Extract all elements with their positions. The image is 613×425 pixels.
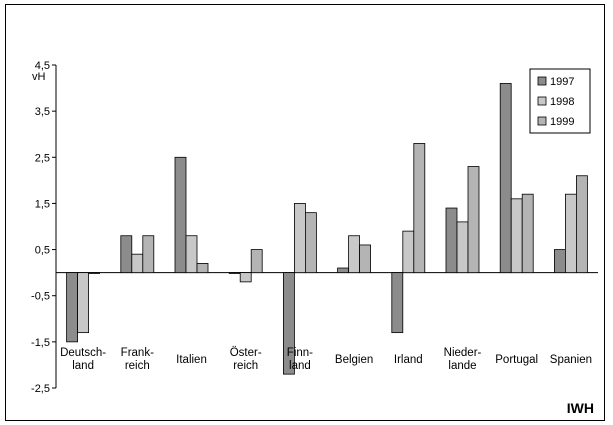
category-label-line: Belgien <box>335 354 373 366</box>
bar <box>239 272 252 283</box>
y-tick-label: 0,5 <box>35 245 50 257</box>
category-label-line: Frank- <box>121 347 154 359</box>
bar <box>131 253 144 274</box>
category-label-line: Öster- <box>230 347 262 359</box>
bar <box>499 83 512 274</box>
category-label: Belgien <box>335 354 373 366</box>
category-label-line: reich <box>125 360 150 372</box>
bar <box>467 166 480 274</box>
category-label: Nieder-lande <box>444 347 482 372</box>
bar <box>456 221 469 274</box>
legend-label: 1998 <box>550 96 574 108</box>
category-label: Frank-reich <box>121 347 154 372</box>
bar <box>88 272 100 274</box>
bar <box>445 207 458 274</box>
y-tick-label: 4,5 <box>35 60 50 72</box>
bar <box>142 235 155 274</box>
bar-chart: -2,5 -1,5 -0,5 0,5 1,5 2,5 3,5 4,5vH Deutsch-lan… <box>31 60 598 395</box>
y-tick-label: 1,5 <box>35 198 50 210</box>
bar <box>359 244 372 274</box>
bar <box>413 143 426 274</box>
y-tick-label: -2,5 <box>31 383 50 395</box>
bar <box>510 198 523 274</box>
category-label: Deutsch-land <box>60 347 106 372</box>
category-label: Portugal <box>495 354 538 366</box>
bar <box>402 230 415 274</box>
bar <box>228 272 241 274</box>
category-label: Öster-reich <box>230 347 262 372</box>
bar <box>196 263 209 274</box>
category-label-line: land <box>289 360 311 372</box>
legend-label: 1999 <box>550 116 574 128</box>
bar <box>337 267 350 274</box>
category-label-line: Portugal <box>495 354 538 366</box>
bar <box>304 212 317 274</box>
legend-swatch <box>537 96 547 106</box>
category-label-line: land <box>72 360 94 372</box>
legend-swatch <box>537 76 547 86</box>
category-label-line: Italien <box>176 354 207 366</box>
bar <box>174 156 187 274</box>
bar <box>348 235 361 274</box>
y-tick-label: 2,5 <box>35 152 50 164</box>
bar <box>77 272 89 334</box>
bar <box>391 272 404 334</box>
bar <box>565 193 577 274</box>
chart-frame: -2,5 -1,5 -0,5 0,5 1,5 2,5 3,5 4,5 vH Deutsch-lan… <box>5 4 605 421</box>
bar <box>576 175 588 274</box>
category-label-line: Finn- <box>287 347 313 359</box>
category-label-line: Nieder- <box>444 347 482 359</box>
source-credit: IWH <box>566 400 594 416</box>
category-label: Italien <box>176 354 207 366</box>
bar <box>250 249 263 274</box>
bar <box>282 272 295 375</box>
legend-label: 1997 <box>550 76 574 88</box>
category-label-line: Irland <box>394 354 423 366</box>
category-label-line: Spanien <box>550 354 592 366</box>
bar <box>185 235 198 274</box>
category-label: Spanien <box>550 354 592 366</box>
category-label-line: lande <box>448 360 476 372</box>
y-tick-label: 3,5 <box>35 106 50 118</box>
bar <box>293 203 306 274</box>
y-tick-label: -1,5 <box>31 337 50 349</box>
bar <box>521 193 534 274</box>
bar <box>66 272 78 343</box>
category-label-line: Deutsch- <box>60 347 106 359</box>
y-unit-label: vH <box>32 71 46 83</box>
bar <box>120 235 133 274</box>
category-label: Irland <box>394 354 423 366</box>
legend-swatch <box>537 116 547 126</box>
category-label-line: reich <box>233 360 258 372</box>
y-tick-label: -0,5 <box>31 291 50 303</box>
category-label: Finn-land <box>287 347 313 372</box>
bar <box>554 249 566 274</box>
